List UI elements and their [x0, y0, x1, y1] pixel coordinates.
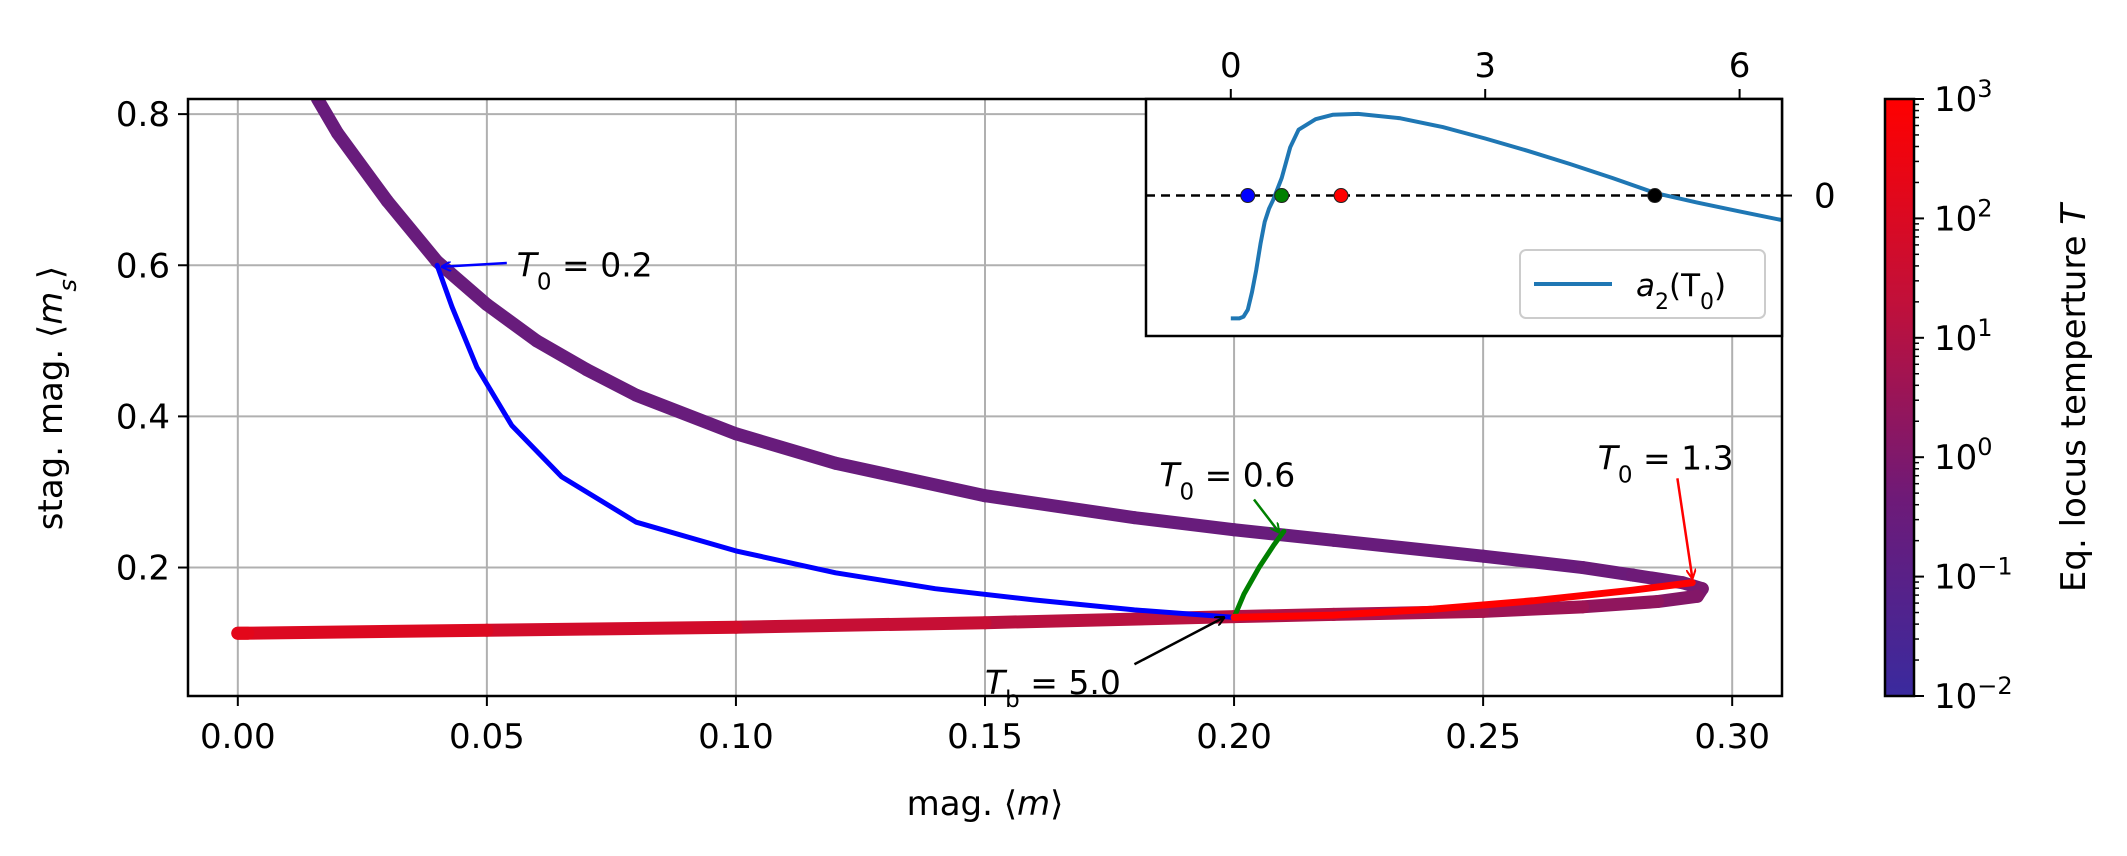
equilibrium-locus-segment	[1127, 511, 1241, 537]
annotation-arrow	[1676, 478, 1692, 578]
equilibrium-locus-segment	[380, 194, 444, 268]
colorbar-tick-label: 10−2	[1934, 672, 2013, 717]
equilibrium-locus-segment	[1576, 561, 1640, 582]
inset-root-marker	[1333, 188, 1349, 204]
main-y-tick-label: 0.6	[116, 246, 170, 286]
main-x-tick-label: 0.30	[1694, 717, 1770, 757]
colorbar: 10−2 10−1 100 101 102 103 Eq. locus tempertur…	[1883, 75, 2094, 717]
inset-y-ticks: 0	[1782, 177, 1836, 217]
inset-x-tick-label: 3	[1474, 46, 1496, 86]
colorbar-label: Eq. locus temperture T	[2054, 202, 2094, 592]
colorbar-tick-label: 101	[1934, 314, 1993, 359]
colorbar-gradient	[1883, 97, 1916, 698]
main-y-tick-label: 0.2	[116, 549, 170, 589]
equilibrium-locus-segment	[629, 388, 743, 441]
equilibrium-locus-segment	[480, 620, 743, 637]
trajectory-line-1	[434, 262, 1237, 620]
colorbar-ticks: 10−2 10−1 100 101 102 103	[1914, 75, 2013, 717]
main-x-tick-label: 0.05	[449, 717, 525, 757]
inset-root-marker	[1274, 188, 1290, 204]
annotation-arrow	[442, 263, 507, 267]
inset-y-tick-label: 0	[1814, 177, 1836, 217]
equilibrium-locus-segment	[729, 427, 843, 470]
equilibrium-locus-segment	[530, 334, 593, 377]
inset-root-marker	[1647, 188, 1663, 204]
inset-plot: 0 3 6 0 a2(T0)	[1144, 46, 1836, 338]
equilibrium-locus-segment	[1650, 589, 1704, 609]
equilibrium-locus-segment	[829, 456, 992, 503]
main-x-tick-label: 0.10	[698, 717, 774, 757]
equilibrium-locus-segment	[580, 363, 643, 402]
inset-plot-frame	[1144, 97, 1784, 338]
inset-root-marker	[1240, 188, 1256, 204]
inset-series-group	[1146, 111, 1782, 321]
main-x-tick-label: 0.15	[947, 717, 1023, 757]
inset-legend-label: a2(T0)	[1636, 268, 1726, 315]
equilibrium-locus-segment	[978, 610, 1241, 630]
equilibrium-locus-segment	[1327, 533, 1490, 563]
inset-x-tick-label: 6	[1729, 46, 1751, 86]
equilibrium-locus-segment	[1576, 595, 1664, 614]
colorbar-tick-label: 10−1	[1934, 553, 2013, 598]
main-y-tick-label: 0.4	[116, 397, 170, 437]
equilibrium-locus-segment	[1476, 600, 1590, 618]
equilibrium-locus-segment	[1476, 549, 1590, 575]
inset-legend-box	[1519, 249, 1766, 319]
equilibrium-locus-segment	[729, 616, 992, 634]
colorbar-tick-label: 102	[1934, 194, 1993, 239]
annotation-label: T0 = 0.6	[1159, 455, 1295, 505]
main-series-group	[231, 99, 1709, 640]
main-y-tick-label: 0.8	[116, 95, 170, 135]
colorbar-tick-label: 100	[1934, 433, 1993, 478]
main-x-ticks: 0.00 0.05 0.10 0.15 0.20 0.25 0.30	[200, 696, 1770, 757]
main-x-tick-label: 0.20	[1196, 717, 1272, 757]
main-x-axis-label: mag. ⟨m⟩	[907, 784, 1064, 824]
inset-x-tick-label: 0	[1220, 46, 1242, 86]
main-x-tick-label: 0.25	[1445, 717, 1521, 757]
main-x-tick-label: 0.00	[200, 717, 276, 757]
annotation-arrow	[1252, 498, 1279, 532]
inset-legend: a2(T0)	[1519, 249, 1766, 319]
equilibrium-locus-segment	[311, 99, 344, 140]
main-annotations: T0 = 0.2T0 = 0.6 T0 = 1.3Tb = 5.0	[442, 245, 1734, 713]
annotation-label: T0 = 1.3	[1598, 439, 1734, 489]
trajectory-line-2	[1231, 528, 1287, 620]
colorbar-tick-label: 103	[1934, 75, 1993, 120]
inset-a2-line	[1230, 111, 1782, 321]
equilibrium-locus-segment	[480, 298, 544, 348]
equilibrium-locus-segment	[231, 623, 494, 640]
equilibrium-locus-segment	[978, 489, 1141, 525]
equilibrium-locus-segment	[1626, 568, 1689, 590]
main-y-ticks: 0.2 0.4 0.6 0.8	[116, 95, 188, 589]
inset-x-ticks: 0 3 6	[1220, 46, 1750, 99]
trajectory-line-3	[1230, 579, 1696, 621]
annotation-label: T0 = 0.2	[517, 245, 653, 295]
annotation-arrow	[1133, 617, 1224, 666]
main-y-axis-label: stag. mag. ⟨ms⟩	[31, 266, 82, 530]
equilibrium-locus-segment	[330, 126, 394, 208]
